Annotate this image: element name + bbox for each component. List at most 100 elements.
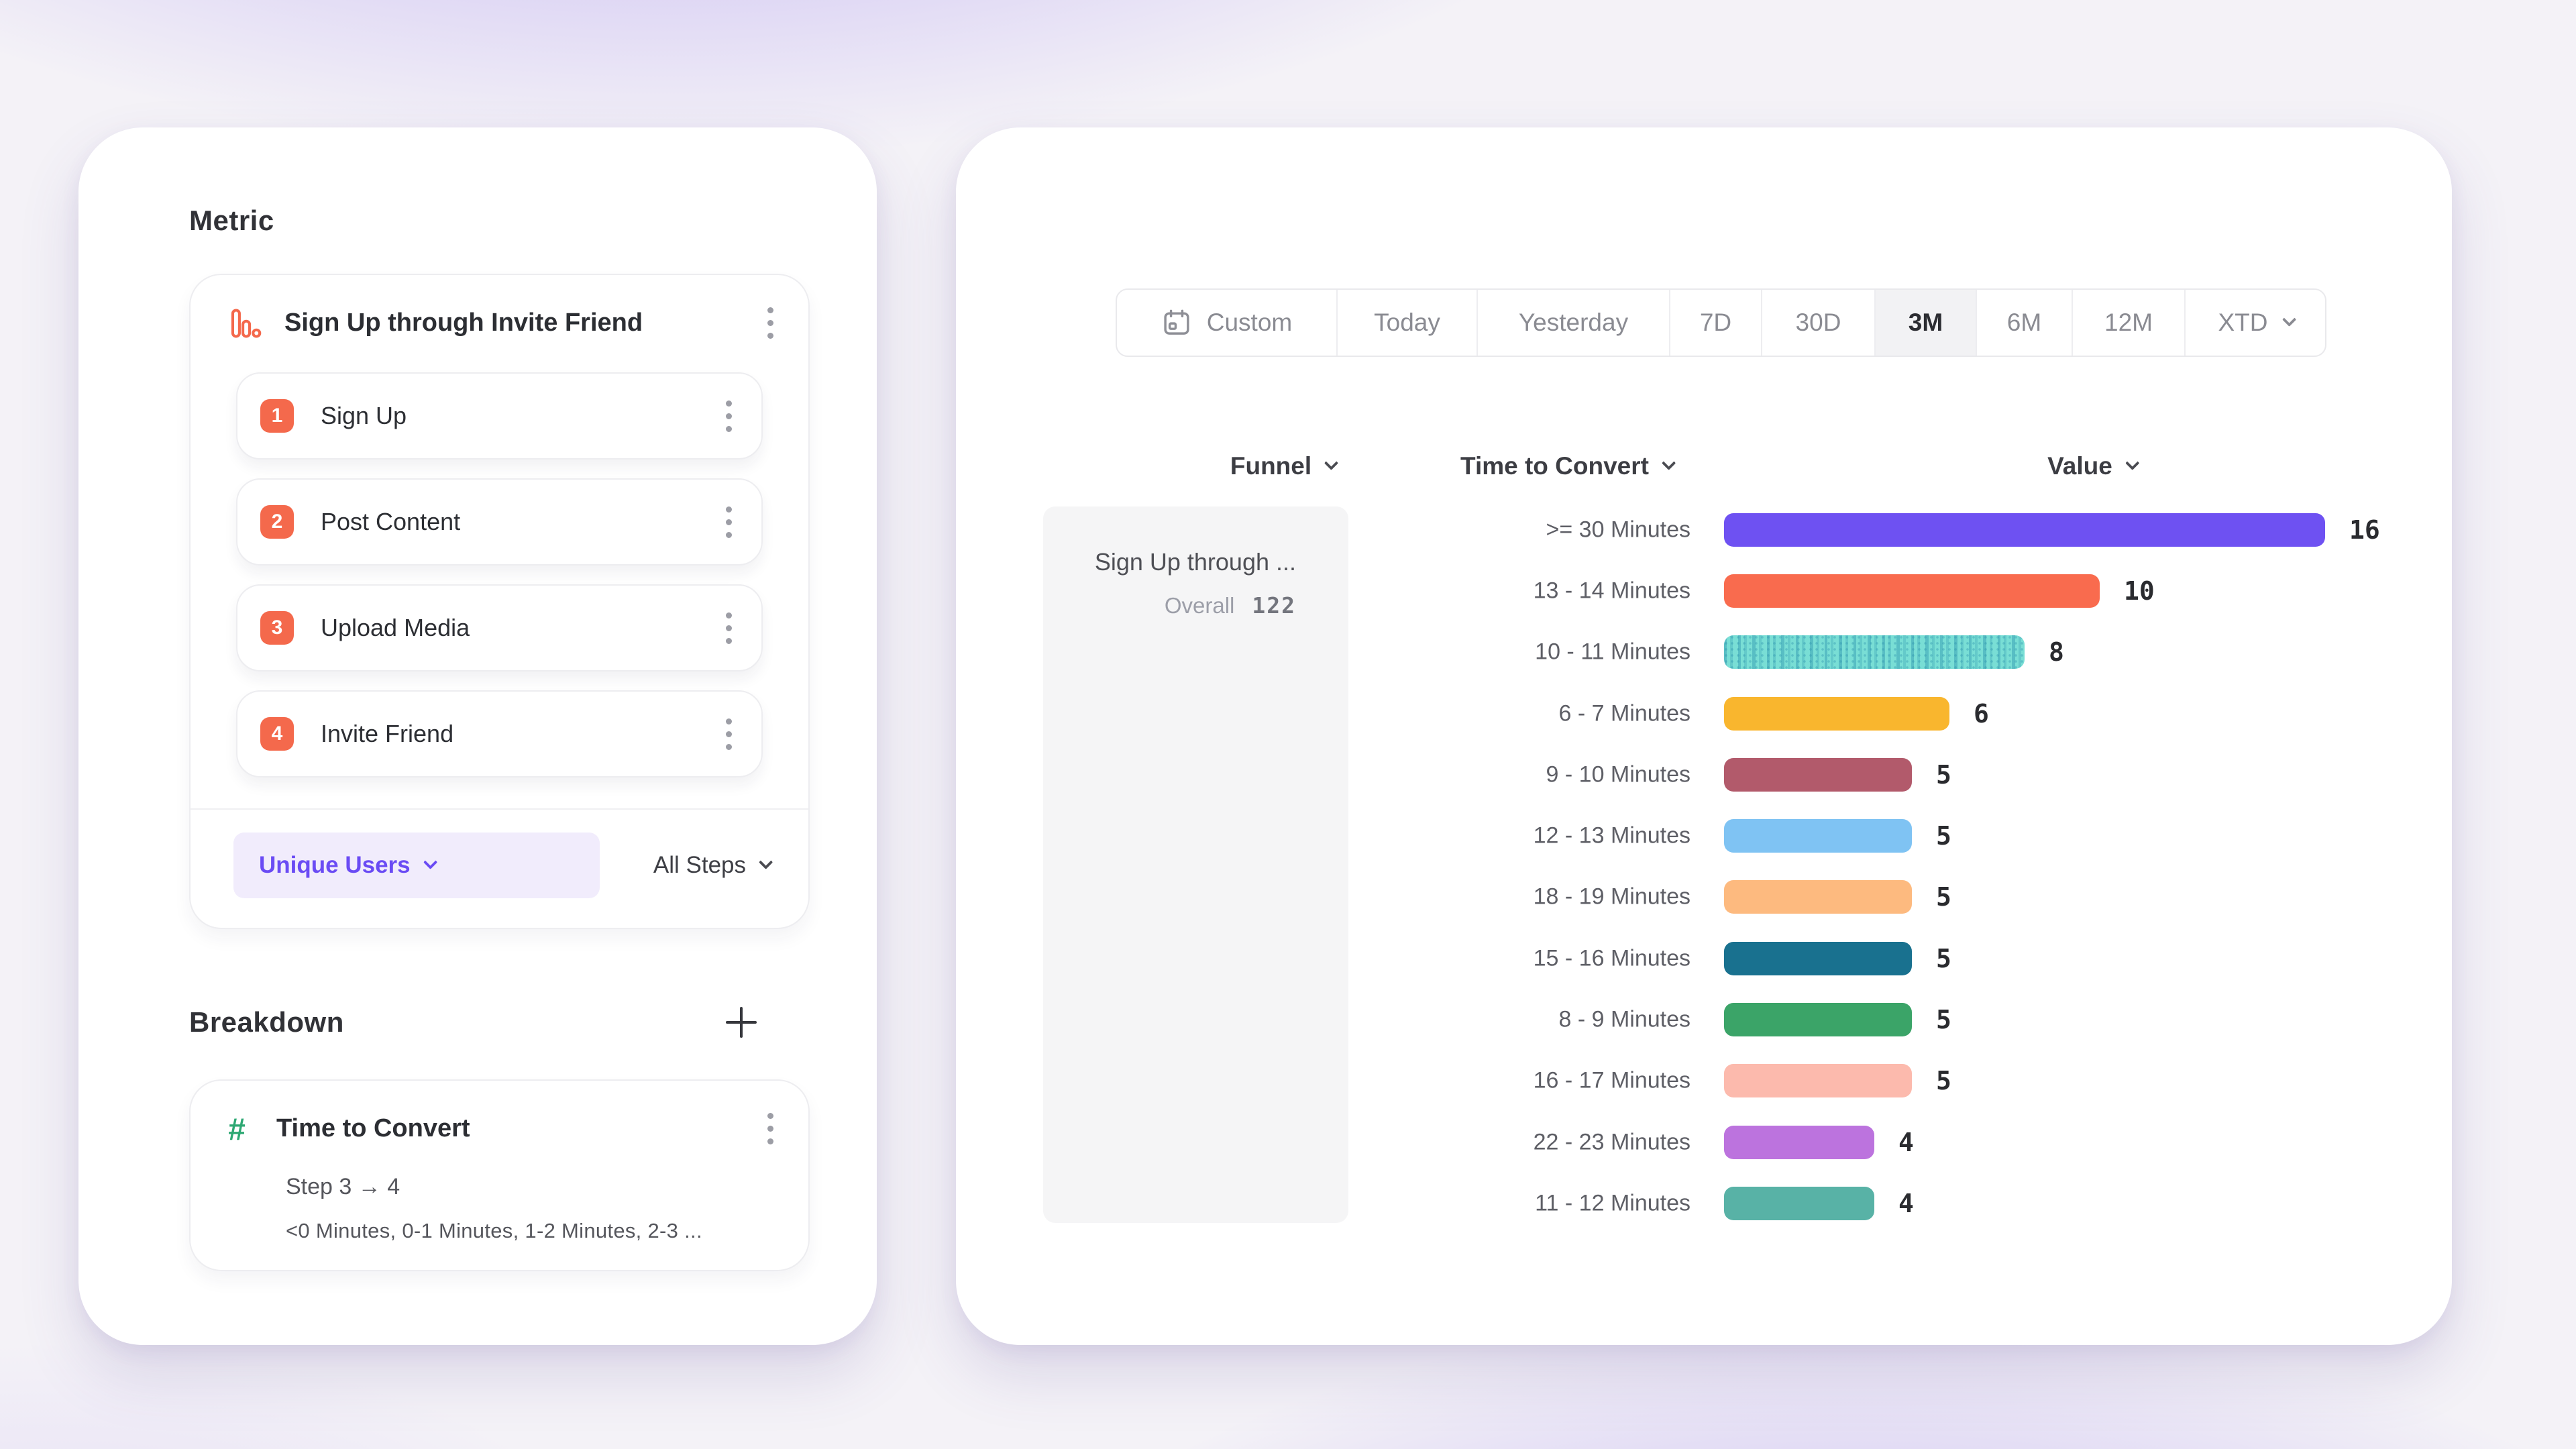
funnel-step-row[interactable]: 1 Sign Up [236,372,763,460]
time-range-option-30d[interactable]: 30D [1761,290,1874,356]
chevron-down-icon [2282,312,2296,327]
report-panel: Custom Today Yesterday 7D 30D 3M 6M 12M XTD Funn… [956,127,2452,1345]
bar[interactable] [1724,819,1912,853]
bucket-label: >= 30 Minutes [1546,517,1690,543]
bar-value: 10 [2124,576,2155,606]
bar[interactable] [1724,757,1912,792]
bar[interactable] [1724,635,2025,669]
bucket-label: 8 - 9 Minutes [1558,1006,1690,1032]
time-range-option-yesterday[interactable]: Yesterday [1477,290,1669,356]
chart-row: 15 - 16 Minutes 5 [956,928,2452,989]
column-header-breakdown-label: Time to Convert [1460,452,1649,480]
time-range-option-label: 7D [1699,309,1732,336]
funnel-menu-button[interactable] [761,302,780,344]
divider [191,808,808,810]
metric-card: Sign Up through Invite Friend 1 Sign Up 2 P… [189,274,810,929]
chart-row: 22 - 23 Minutes 4 [956,1112,2452,1173]
funnel-step-row[interactable]: 2 Post Content [236,478,763,566]
column-header-funnel-label: Funnel [1230,452,1312,480]
breakdown-card: # Time to Convert Step 3 → 4 <0 Minutes,… [189,1079,810,1271]
time-range-option-xtd[interactable]: XTD [2184,290,2325,356]
bar[interactable] [1724,1125,1874,1159]
chart-row: 18 - 19 Minutes 5 [956,867,2452,928]
step-label: Invite Friend [321,720,454,747]
time-range-option-custom[interactable]: Custom [1117,290,1336,356]
time-range-selector: Custom Today Yesterday 7D 30D 3M 6M 12M XTD [1116,288,2326,357]
query-builder-panel: Metric Sign Up through Invite Friend 1 Si… [78,127,877,1345]
funnel-chart-icon [228,306,263,341]
breakdown-section-heading: Breakdown [189,1006,344,1038]
bucket-label: 15 - 16 Minutes [1533,945,1690,971]
chart-row: 12 - 13 Minutes 5 [956,805,2452,866]
bar[interactable] [1724,574,2100,608]
funnel-step-row[interactable]: 4 Invite Friend [236,690,763,777]
bucket-label: 10 - 11 Minutes [1535,639,1690,665]
funnel-summary-cell[interactable]: Sign Up through ... Overall 122 [1043,506,1348,1223]
time-range-option-label: XTD [2218,309,2268,336]
bar-value: 5 [1936,1005,1951,1035]
chart-row: 8 - 9 Minutes 5 [956,989,2452,1050]
column-header-breakdown[interactable]: Time to Convert [1460,452,1676,480]
breakdown-menu-button[interactable] [761,1108,780,1150]
step-number-badge: 3 [260,611,294,645]
step-menu-button[interactable] [719,607,739,649]
chart-row: >= 30 Minutes 16 [956,499,2452,560]
counting-method-label: Unique Users [259,852,411,878]
bar-value: 5 [1936,943,1951,973]
bucket-label: 11 - 12 Minutes [1535,1190,1690,1216]
time-range-option-7d[interactable]: 7D [1669,290,1761,356]
step-menu-button[interactable] [719,501,739,543]
bar[interactable] [1724,1186,1874,1220]
step-number-badge: 2 [260,505,294,539]
column-header-funnel[interactable]: Funnel [1230,452,1339,480]
chart-row: 9 - 10 Minutes 5 [956,744,2452,805]
chart-row: 16 - 17 Minutes 5 [956,1051,2452,1112]
chevron-down-icon [759,855,773,869]
column-header-value[interactable]: Value [2047,452,2140,480]
chart-row: 6 - 7 Minutes 6 [956,683,2452,744]
bucket-label: 16 - 17 Minutes [1533,1067,1690,1093]
time-range-option-12m[interactable]: 12M [2072,290,2184,356]
bar[interactable] [1724,696,1949,731]
bar[interactable] [1724,1003,1912,1037]
chevron-down-icon [1324,455,1339,470]
step-label: Post Content [321,508,461,535]
time-range-option-today[interactable]: Today [1336,290,1477,356]
bucket-label: 18 - 19 Minutes [1533,883,1690,910]
column-header-value-label: Value [2047,452,2112,480]
time-range-option-label: 3M [1908,309,1943,336]
time-range-option-label: Yesterday [1518,309,1629,336]
bar-value: 5 [1936,882,1951,912]
step-label: Upload Media [321,614,470,641]
chart-row: 13 - 14 Minutes 10 [956,560,2452,621]
step-menu-button[interactable] [719,395,739,437]
funnel-summary-name: Sign Up through ... [1094,548,1296,576]
time-range-option-label: 6M [2006,309,2042,336]
overall-value: 122 [1252,592,1296,619]
bucket-label: 12 - 13 Minutes [1533,822,1690,849]
breakdown-buckets-preview: <0 Minutes, 0-1 Minutes, 1-2 Minutes, 2-… [286,1219,702,1242]
step-label: Sign Up [321,402,407,429]
bucket-label: 22 - 23 Minutes [1533,1129,1690,1155]
add-breakdown-button[interactable] [723,1004,759,1040]
funnel-steps-list: 1 Sign Up 2 Post Content 3 Upload Media 4 Invit… [219,372,780,777]
bar[interactable] [1724,1064,1912,1098]
time-range-option-6m[interactable]: 6M [1976,290,2072,356]
steps-filter-dropdown[interactable]: All Steps [653,852,773,879]
time-range-option-label: 12M [2104,309,2153,336]
bar[interactable] [1724,880,1912,914]
bar[interactable] [1724,941,1912,975]
bar[interactable] [1724,513,2325,547]
numeric-property-icon: # [228,1111,246,1146]
step-number-badge: 1 [260,399,294,433]
funnel-step-row[interactable]: 3 Upload Media [236,584,763,672]
chart-row: 10 - 11 Minutes 8 [956,622,2452,683]
counting-method-dropdown[interactable]: Unique Users [233,833,600,898]
time-range-option-3m[interactable]: 3M [1874,290,1976,356]
bar-value: 8 [2049,637,2064,667]
time-to-convert-bar-chart: >= 30 Minutes 16 13 - 14 Minutes 10 10 - 11 … [956,499,2452,1234]
bar-value: 16 [2349,515,2380,545]
time-range-option-label: Today [1374,309,1440,336]
step-menu-button[interactable] [719,713,739,755]
bucket-label: 6 - 7 Minutes [1558,700,1690,727]
